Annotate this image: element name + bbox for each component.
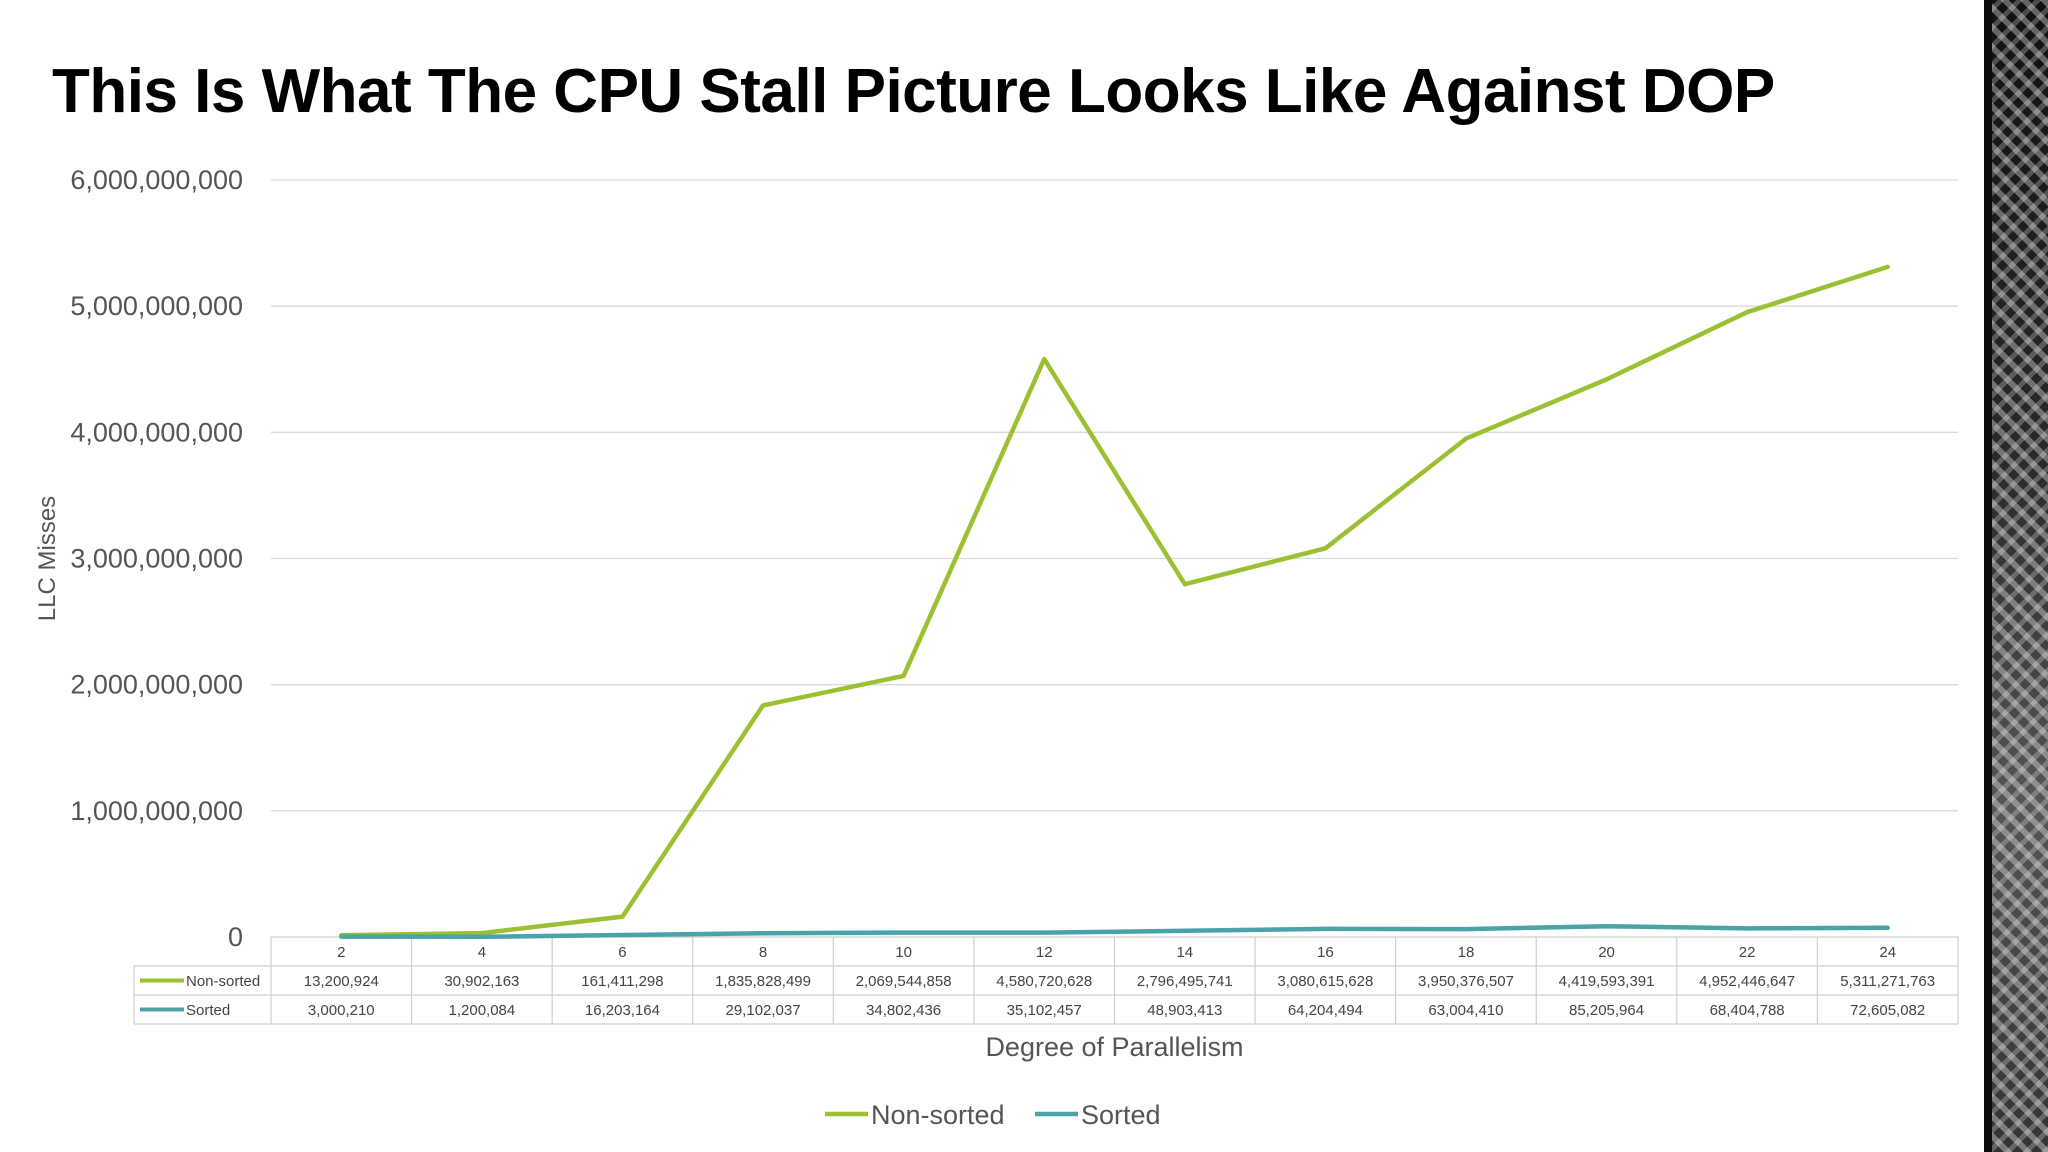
decorative-side-bar <box>1984 0 2048 1152</box>
table-series-label: Non-sorted <box>186 973 260 990</box>
table-cell-value: 16,203,164 <box>585 1002 660 1019</box>
table-cell-value: 30,902,163 <box>444 973 519 990</box>
y-tick-label: 3,000,000,000 <box>70 544 243 574</box>
x-tick-label: 16 <box>1317 944 1334 961</box>
table-cell-value: 3,000,210 <box>308 1002 375 1019</box>
table-cell-value: 63,004,410 <box>1428 1002 1503 1019</box>
table-cell-value: 48,903,413 <box>1147 1002 1222 1019</box>
table-series-label: Sorted <box>186 1002 230 1019</box>
x-tick-label: 12 <box>1036 944 1053 961</box>
y-tick-label: 6,000,000,000 <box>70 165 243 195</box>
x-tick-label: 2 <box>337 944 345 961</box>
table-cell-value: 1,200,084 <box>449 1002 516 1019</box>
legend-label: Non-sorted <box>871 1100 1005 1130</box>
slide-background <box>0 0 1984 1152</box>
table-cell-value: 64,204,494 <box>1288 1002 1363 1019</box>
line-chart: 0 1,000,000,000 2,000,000,000 3,000,000,000… <box>34 165 1959 1130</box>
table-cell-value: 4,952,446,647 <box>1699 973 1795 990</box>
x-tick-label: 6 <box>618 944 626 961</box>
x-tick-label: 18 <box>1458 944 1475 961</box>
table-cell-value: 29,102,037 <box>726 1002 801 1019</box>
y-axis-title: LLC Misses <box>34 496 61 621</box>
table-cell-value: 2,796,495,741 <box>1137 973 1233 990</box>
y-tick-label: 1,000,000,000 <box>70 796 243 826</box>
x-tick-label: 10 <box>895 944 912 961</box>
series-line <box>339 923 1890 940</box>
x-tick-label: 20 <box>1598 944 1615 961</box>
table-cell-value: 161,411,298 <box>581 973 663 990</box>
x-tick-label: 14 <box>1176 944 1193 961</box>
table-cell-value: 5,311,271,763 <box>1840 973 1935 990</box>
x-tick-label: 4 <box>478 944 486 961</box>
table-cell-value: 13,200,924 <box>304 973 379 990</box>
table-cell-value: 4,419,593,391 <box>1559 973 1655 990</box>
table-cell-value: 35,102,457 <box>1007 1002 1082 1019</box>
table-cell-value: 34,802,436 <box>866 1002 941 1019</box>
x-axis-title: Degree of Parallelism <box>985 1032 1243 1062</box>
series-line <box>339 264 1890 938</box>
table-cell-value: 3,080,615,628 <box>1277 973 1373 990</box>
table-cell-value: 72,605,082 <box>1850 1002 1925 1019</box>
y-tick-label: 2,000,000,000 <box>70 670 243 700</box>
table-cell-value: 68,404,788 <box>1710 1002 1785 1019</box>
y-tick-label: 0 <box>228 922 243 952</box>
legend-label: Sorted <box>1081 1100 1161 1130</box>
decorative-side-edge <box>1984 0 1992 1152</box>
table-cell-value: 1,835,828,499 <box>715 973 811 990</box>
y-tick-label: 5,000,000,000 <box>70 291 243 321</box>
x-tick-label: 8 <box>759 944 767 961</box>
table-cell-value: 2,069,544,858 <box>856 973 952 990</box>
table-cell-value: 3,950,376,507 <box>1418 973 1514 990</box>
y-tick-label: 4,000,000,000 <box>70 417 243 447</box>
table-cell-value: 4,580,720,628 <box>996 973 1092 990</box>
table-cell-value: 85,205,964 <box>1569 1002 1644 1019</box>
slide-title: This Is What The CPU Stall Picture Looks… <box>52 57 1775 126</box>
x-tick-label: 24 <box>1879 944 1896 961</box>
x-tick-label: 22 <box>1739 944 1756 961</box>
